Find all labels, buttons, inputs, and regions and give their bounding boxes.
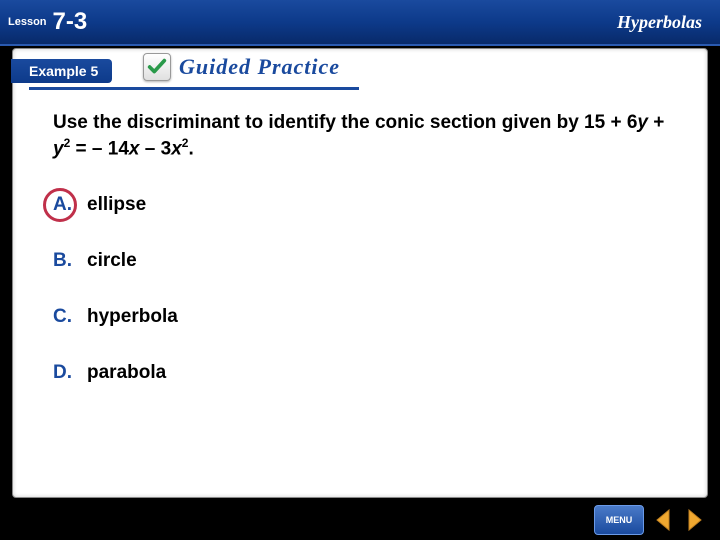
header-underline — [29, 87, 359, 90]
q-var-y2: y — [53, 138, 64, 159]
guided-practice-header: Guided Practice — [143, 53, 340, 81]
choice-letter: C. — [53, 306, 87, 328]
bottom-nav-bar: MENU — [0, 500, 720, 540]
arrow-left-icon — [653, 508, 673, 532]
q-var-y: y — [637, 112, 648, 133]
lesson-number: 7-3 — [53, 8, 88, 36]
q-eq: = – 14 — [70, 138, 129, 159]
checkmark-icon — [143, 53, 171, 81]
choice-text: ellipse — [87, 194, 146, 216]
choice-text: hyperbola — [87, 306, 178, 328]
q-prefix: Use the discriminant to identify the con… — [53, 112, 637, 133]
q-var-x: x — [129, 138, 140, 159]
choice-letter: A. — [53, 194, 87, 216]
content-frame: Example 5 Guided Practice Use the discri… — [12, 48, 708, 498]
question-text: Use the discriminant to identify the con… — [53, 111, 667, 162]
prev-button[interactable] — [650, 505, 676, 535]
choice-b[interactable]: B. circle — [53, 250, 667, 272]
guided-practice-label: Guided Practice — [179, 54, 340, 80]
choice-text: parabola — [87, 362, 166, 384]
choice-d[interactable]: D. parabola — [53, 362, 667, 384]
q-minus: – 3 — [139, 138, 171, 159]
topic-title: Hyperbolas — [617, 12, 702, 33]
choice-c[interactable]: C. hyperbola — [53, 306, 667, 328]
lesson-label: Lesson — [8, 16, 47, 28]
q-period: . — [188, 138, 193, 159]
choice-letter: D. — [53, 362, 87, 384]
top-banner: Lesson 7-3 Hyperbolas — [0, 0, 720, 46]
example-tab: Example 5 — [11, 59, 112, 83]
choice-a[interactable]: A. ellipse — [53, 194, 667, 216]
choice-letter: B. — [53, 250, 87, 272]
lesson-badge: Lesson 7-3 — [8, 8, 87, 36]
question-area: Use the discriminant to identify the con… — [53, 111, 667, 418]
next-button[interactable] — [682, 505, 708, 535]
arrow-right-icon — [685, 508, 705, 532]
choice-text: circle — [87, 250, 137, 272]
q-plus: + — [648, 112, 664, 133]
choices-list: A. ellipse B. circle C. hyperbola D. par… — [53, 194, 667, 384]
menu-button[interactable]: MENU — [594, 505, 644, 535]
q-var-x2: x — [171, 138, 182, 159]
